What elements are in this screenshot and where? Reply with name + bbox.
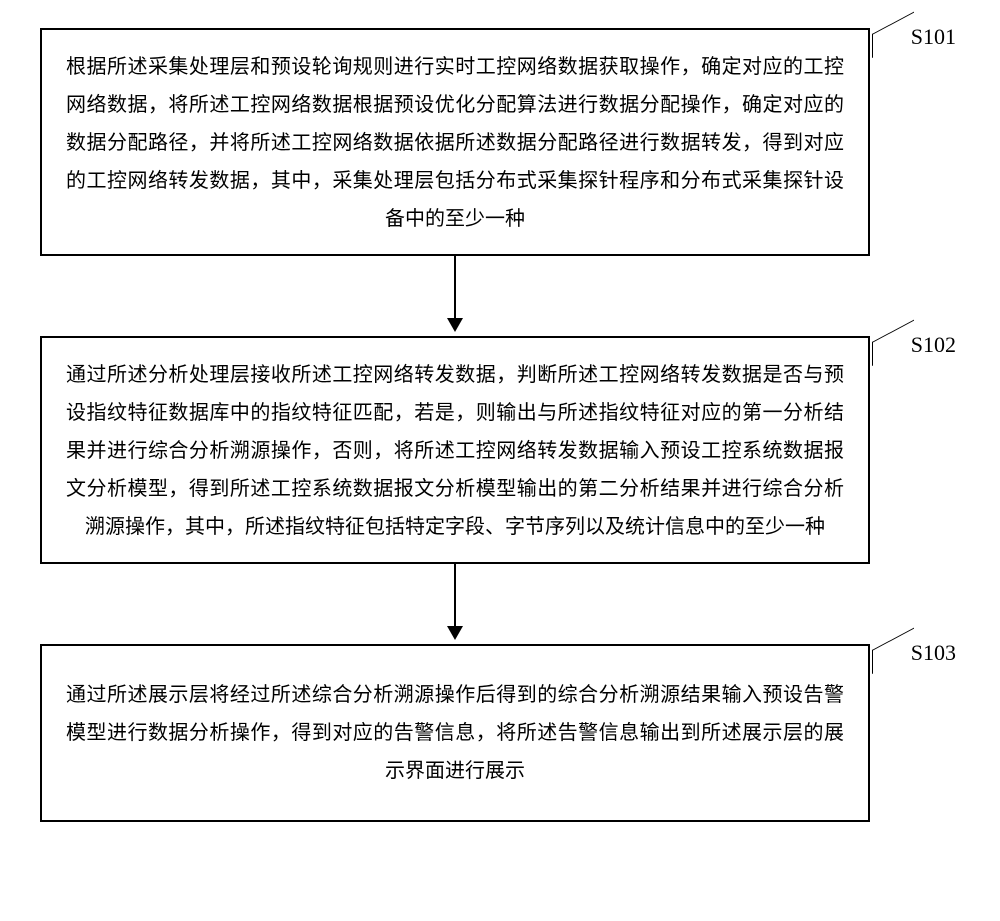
leader-line	[872, 12, 914, 58]
flowchart: S101 根据所述采集处理层和预设轮询规则进行实时工控网络数据获取操作，确定对应…	[40, 28, 960, 822]
step-box-s101: S101 根据所述采集处理层和预设轮询规则进行实时工控网络数据获取操作，确定对应…	[40, 28, 870, 256]
leader-line	[872, 320, 914, 366]
arrow-s102-s103	[40, 564, 870, 644]
step-box-s103: S103 通过所述展示层将经过所述综合分析溯源操作后得到的综合分析溯源结果输入预…	[40, 644, 870, 822]
arrow-head-icon	[447, 318, 463, 332]
arrow-shaft	[454, 256, 456, 318]
step-text: 通过所述分析处理层接收所述工控网络转发数据，判断所述工控网络转发数据是否与预设指…	[66, 364, 844, 538]
arrow-s101-s102	[40, 256, 870, 336]
arrow-head-icon	[447, 626, 463, 640]
step-box-s102: S102 通过所述分析处理层接收所述工控网络转发数据，判断所述工控网络转发数据是…	[40, 336, 870, 564]
step-label: S103	[911, 632, 956, 674]
step-label: S101	[911, 16, 956, 58]
arrow-shaft	[454, 564, 456, 626]
leader-line	[872, 628, 914, 674]
step-label: S102	[911, 324, 956, 366]
step-text: 通过所述展示层将经过所述综合分析溯源操作后得到的综合分析溯源结果输入预设告警模型…	[66, 684, 844, 782]
step-text: 根据所述采集处理层和预设轮询规则进行实时工控网络数据获取操作，确定对应的工控网络…	[66, 56, 844, 230]
